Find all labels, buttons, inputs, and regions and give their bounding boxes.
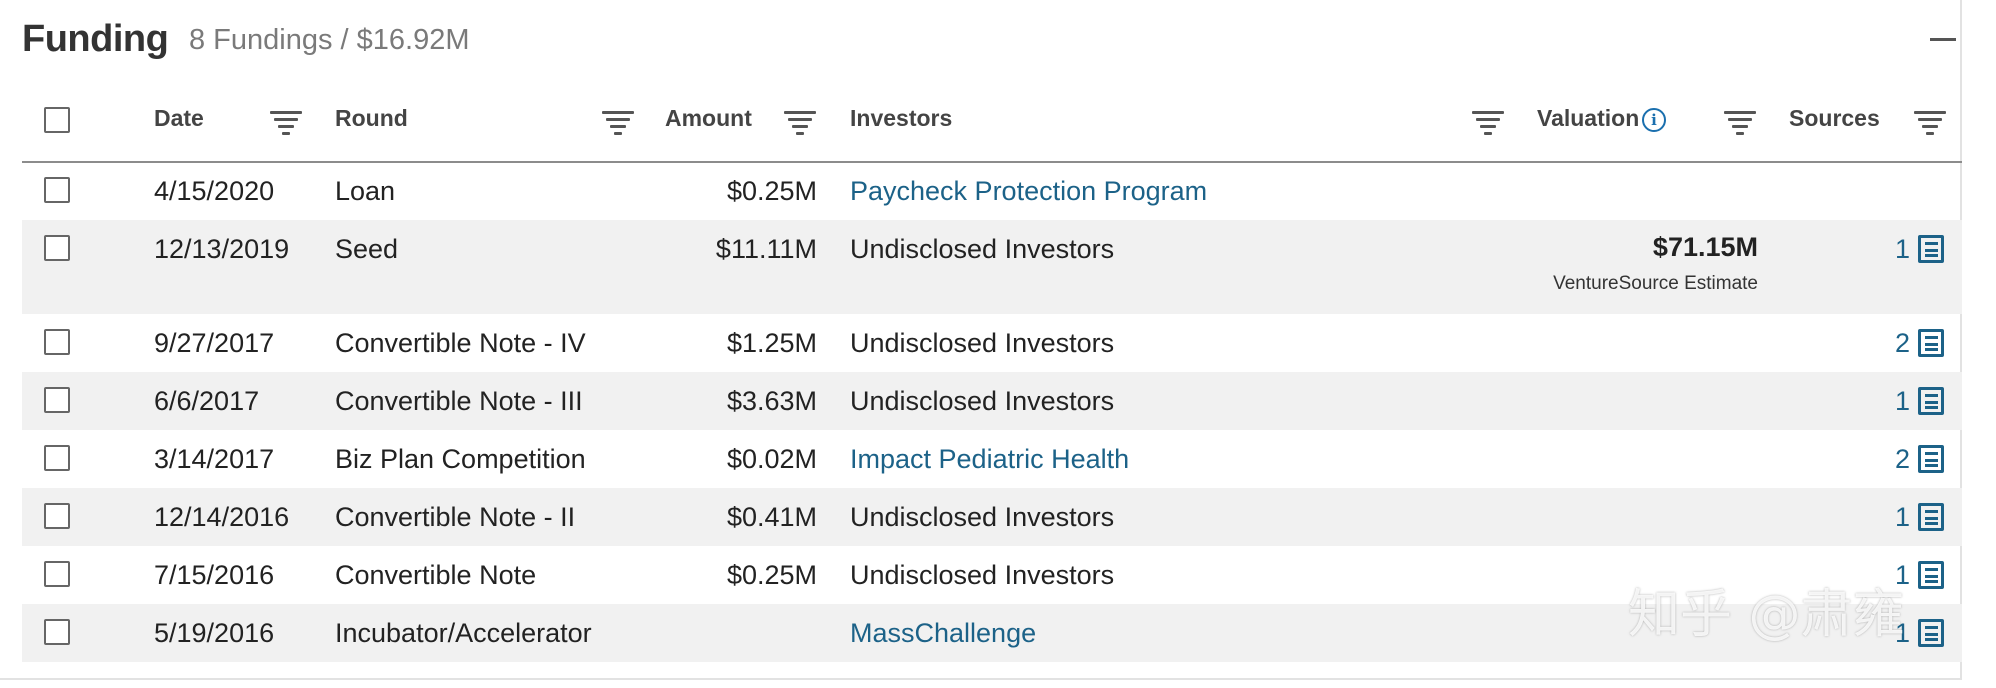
row-checkbox[interactable] xyxy=(44,561,70,587)
date-cell: 9/27/2017 xyxy=(154,328,275,358)
newspaper-icon xyxy=(1918,329,1944,357)
newspaper-icon xyxy=(1918,619,1944,647)
funding-table-body: 4/15/2020 Loan $0.25M Paycheck Protectio… xyxy=(22,162,1962,662)
table-row: 5/19/2016 Incubator/Accelerator MassChal… xyxy=(22,604,1962,662)
column-header-date: Date xyxy=(154,105,204,131)
sources-count: 1 xyxy=(1894,385,1910,416)
sources-link[interactable]: 1 xyxy=(1895,558,1944,592)
investor-cell: Undisclosed Investors xyxy=(850,234,1115,264)
round-cell: Convertible Note - II xyxy=(335,502,576,532)
investors-filter-icon[interactable] xyxy=(1472,109,1504,135)
sources-count: 1 xyxy=(1894,617,1910,648)
sources-link[interactable]: 2 xyxy=(1895,442,1944,476)
valuation-value: $71.15M xyxy=(1652,232,1758,262)
newspaper-icon xyxy=(1918,235,1944,263)
date-cell: 5/19/2016 xyxy=(154,618,275,648)
row-checkbox[interactable] xyxy=(44,329,70,355)
date-cell: 12/13/2019 xyxy=(154,234,290,264)
amount-cell: $0.25M xyxy=(726,560,817,590)
row-checkbox[interactable] xyxy=(44,619,70,645)
sources-link[interactable]: 1 xyxy=(1895,232,1944,266)
table-row: 12/13/2019 Seed $11.11M Undisclosed Inve… xyxy=(22,220,1962,314)
funding-card: Funding 8 Fundings / $16.92M Date Round … xyxy=(0,0,1962,680)
sources-link[interactable]: 1 xyxy=(1895,616,1944,650)
investor-link[interactable]: Impact Pediatric Health xyxy=(850,444,1130,474)
investor-link[interactable]: MassChallenge xyxy=(850,618,1037,648)
newspaper-icon xyxy=(1918,445,1944,473)
round-cell: Convertible Note - IV xyxy=(335,328,586,358)
round-cell: Seed xyxy=(335,234,399,264)
column-header-investors: Investors xyxy=(850,105,953,131)
amount-cell: $1.25M xyxy=(726,328,817,358)
sources-link[interactable]: 1 xyxy=(1895,384,1944,418)
row-checkbox[interactable] xyxy=(44,503,70,529)
date-cell: 7/15/2016 xyxy=(154,560,275,590)
column-header-sources: Sources xyxy=(1789,105,1880,131)
table-row: 4/15/2020 Loan $0.25M Paycheck Protectio… xyxy=(22,162,1962,220)
sources-link[interactable]: 1 xyxy=(1895,500,1944,534)
collapse-icon[interactable] xyxy=(1930,38,1956,41)
row-checkbox[interactable] xyxy=(44,177,70,203)
round-cell: Convertible Note - III xyxy=(335,386,583,416)
date-cell: 6/6/2017 xyxy=(154,386,260,416)
round-cell: Loan xyxy=(335,176,396,206)
investor-cell: Undisclosed Investors xyxy=(850,328,1115,358)
newspaper-icon xyxy=(1918,387,1944,415)
sources-count: 1 xyxy=(1894,233,1910,264)
amount-filter-icon[interactable] xyxy=(784,109,816,135)
investor-cell: Undisclosed Investors xyxy=(850,386,1115,416)
round-cell: Incubator/Accelerator xyxy=(335,618,592,648)
round-filter-icon[interactable] xyxy=(602,109,634,135)
table-header: Date Round Amount Investors Valuation i … xyxy=(22,95,1962,163)
table-row: 7/15/2016 Convertible Note $0.25M Undisc… xyxy=(22,546,1962,604)
sources-count: 1 xyxy=(1894,559,1910,590)
table-row: 12/14/2016 Convertible Note - II $0.41M … xyxy=(22,488,1962,546)
column-header-round: Round xyxy=(335,105,408,131)
table-row: 3/14/2017 Biz Plan Competition $0.02M Im… xyxy=(22,430,1962,488)
valuation-filter-icon[interactable] xyxy=(1724,109,1756,135)
sources-count: 2 xyxy=(1894,327,1910,358)
investor-link[interactable]: Paycheck Protection Program xyxy=(850,176,1208,206)
select-all-checkbox[interactable] xyxy=(44,107,70,133)
row-checkbox[interactable] xyxy=(44,445,70,471)
amount-cell: $0.41M xyxy=(726,502,817,532)
section-title: Funding xyxy=(22,18,169,60)
round-cell: Biz Plan Competition xyxy=(335,444,586,474)
column-header-valuation: Valuation xyxy=(1537,105,1640,131)
investor-cell: Undisclosed Investors xyxy=(850,560,1115,590)
amount-cell: $11.11M xyxy=(715,234,817,264)
sources-count: 1 xyxy=(1894,501,1910,532)
investor-cell: Undisclosed Investors xyxy=(850,502,1115,532)
newspaper-icon xyxy=(1918,561,1944,589)
amount-cell: $0.25M xyxy=(726,176,817,206)
row-checkbox[interactable] xyxy=(44,235,70,261)
valuation-note: VentureSource Estimate xyxy=(1553,273,1758,294)
amount-cell: $0.02M xyxy=(726,444,817,474)
round-cell: Convertible Note xyxy=(335,560,537,590)
column-header-amount: Amount xyxy=(665,105,752,131)
date-cell: 3/14/2017 xyxy=(154,444,275,474)
amount-cell: $3.63M xyxy=(726,386,817,416)
date-filter-icon[interactable] xyxy=(270,109,302,135)
sources-link[interactable]: 2 xyxy=(1895,326,1944,360)
newspaper-icon xyxy=(1918,503,1944,531)
date-cell: 12/14/2016 xyxy=(154,502,290,532)
funding-summary: 8 Fundings / $16.92M xyxy=(189,24,470,56)
date-cell: 4/15/2020 xyxy=(154,176,275,206)
sources-count: 2 xyxy=(1894,443,1910,474)
table-row: 6/6/2017 Convertible Note - III $3.63M U… xyxy=(22,372,1962,430)
table-row: 9/27/2017 Convertible Note - IV $1.25M U… xyxy=(22,314,1962,372)
info-icon[interactable]: i xyxy=(1642,108,1666,132)
funding-header: Funding 8 Fundings / $16.92M xyxy=(22,14,1962,70)
row-checkbox[interactable] xyxy=(44,387,70,413)
sources-filter-icon[interactable] xyxy=(1914,109,1946,135)
